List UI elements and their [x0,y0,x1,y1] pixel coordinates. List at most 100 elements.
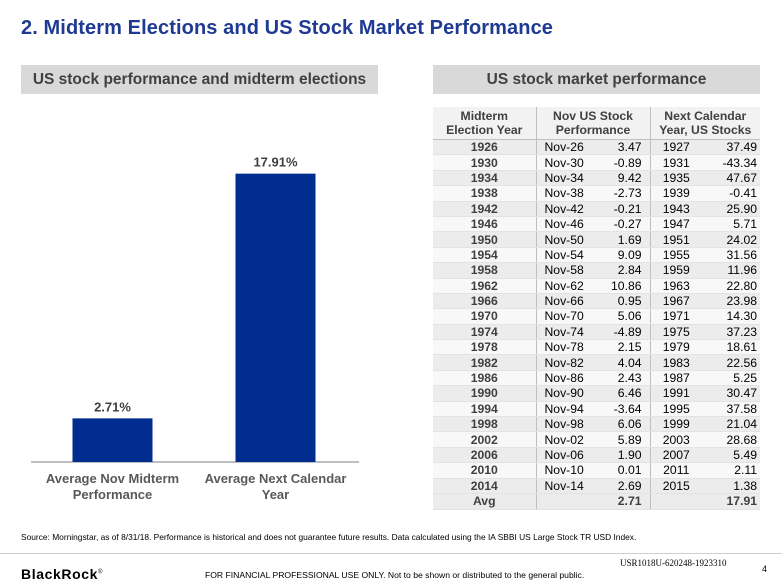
election-year-cell: 1986 [433,370,537,387]
next-year-return-cell: 47.67 [702,170,761,187]
next-year-return-cell: 31.56 [702,247,761,264]
next-year-cell: 1999 [650,416,703,433]
nov-month-cell: Nov-82 [536,354,606,371]
next-year-cell: 1991 [650,385,703,402]
nov-month-cell: Nov-10 [536,462,606,479]
avg-empty [536,492,606,510]
nov-performance-cell: -0.21 [606,201,651,217]
page-title: 2. Midterm Elections and US Stock Market… [21,17,554,39]
table-row: 1994 Nov-94 -3.64 1995 37.58 [433,401,761,418]
election-year-cell: 1990 [433,385,537,402]
election-year-cell: 1966 [433,293,537,310]
nov-month-cell: Nov-46 [536,216,606,233]
next-year-cell: 1931 [650,154,703,171]
next-year-cell: 1939 [650,185,703,202]
table-row: 1954 Nov-54 9.09 1955 31.56 [433,247,761,264]
table-row: 1926 Nov-26 3.47 1927 37.49 [433,139,761,156]
nov-performance-cell: 5.06 [606,308,651,325]
nov-month-cell: Nov-34 [536,170,606,187]
next-year-return-cell: 37.58 [702,401,761,418]
nov-performance-cell: 2.43 [606,370,651,387]
header-next-year: Next Calendar Year, US Stocks [650,107,761,140]
next-year-cell: 1935 [650,170,703,187]
election-year-cell: 1958 [433,262,537,279]
election-year-cell: 1970 [433,308,537,325]
nov-month-cell: Nov-26 [536,139,606,156]
nov-month-cell: Nov-66 [536,293,606,310]
next-year-cell: 1955 [650,247,703,264]
nov-performance-cell: 3.47 [606,139,651,156]
next-year-cell: 2007 [650,447,703,464]
table-header-row: Midterm Election Year Nov US Stock Perform… [433,107,761,140]
next-year-return-cell: 28.68 [702,431,761,448]
next-year-cell: 1959 [650,262,703,279]
table-row: 1990 Nov-90 6.46 1991 30.47 [433,385,761,402]
election-year-cell: 2010 [433,462,537,479]
table-row: 1958 Nov-58 2.84 1959 11.96 [433,262,761,279]
next-year-return-cell: 21.04 [702,416,761,433]
election-year-cell: 1978 [433,339,537,356]
next-year-return-cell: 18.61 [702,339,761,356]
table-row: 1970 Nov-70 5.06 1971 14.30 [433,308,761,325]
blackrock-logo: BlackRock® [21,566,104,582]
document-code: USR1018U-620248-1923310 [620,558,727,568]
next-year-cell: 1987 [650,370,703,387]
table-row: 2014 Nov-14 2.69 2015 1.38 [433,478,761,494]
avg-nov-performance: 2.71 [606,492,651,510]
next-year-cell: 1971 [650,308,703,325]
table-avg-row: Avg 2.71 17.91 [433,492,761,510]
next-year-return-cell: 30.47 [702,385,761,402]
table-row: 2002 Nov-02 5.89 2003 28.68 [433,431,761,448]
nov-month-cell: Nov-50 [536,231,606,248]
nov-month-cell: Nov-70 [536,308,606,325]
header-nov-performance: Nov US Stock Performance [536,107,651,140]
election-year-cell: 1946 [433,216,537,233]
table-row: 1942 Nov-42 -0.21 1943 25.90 [433,201,761,217]
next-year-return-cell: 5.25 [702,370,761,387]
category-label: Average Next Calendar [205,471,347,486]
page-number: 4 [762,564,768,574]
avg-next-year-return: 17.91 [702,492,761,510]
next-year-return-cell: -43.34 [702,154,761,171]
category-label: Average Nov Midterm [46,471,179,486]
nov-performance-cell: 4.04 [606,354,651,371]
next-year-cell: 2015 [650,478,703,494]
bar-value-label: 2.71% [94,399,131,414]
next-year-cell: 1963 [650,278,703,294]
election-year-cell: 1962 [433,278,537,294]
election-year-cell: 1974 [433,324,537,341]
bar-1 [235,173,316,463]
nov-month-cell: Nov-94 [536,401,606,418]
nov-month-cell: Nov-14 [536,478,606,494]
footer-disclaimer: FOR FINANCIAL PROFESSIONAL USE ONLY. Not… [205,570,585,580]
election-year-cell: 1994 [433,401,537,418]
category-label: Year [262,487,289,502]
nov-performance-cell: 1.69 [606,231,651,248]
nov-performance-cell: 6.46 [606,385,651,402]
avg-empty [650,492,703,510]
election-year-cell: 1934 [433,170,537,187]
nov-month-cell: Nov-42 [536,201,606,217]
table-panel-header: US stock market performance [433,65,760,94]
performance-table: Midterm Election Year Nov US Stock Perform… [433,107,761,510]
election-year-cell: 1954 [433,247,537,264]
nov-month-cell: Nov-30 [536,154,606,171]
election-year-cell: 1998 [433,416,537,433]
source-note: Source: Morningstar, as of 8/31/18. Perf… [21,532,637,542]
nov-performance-cell: 9.42 [606,170,651,187]
nov-performance-cell: 9.09 [606,247,651,264]
header-election-year: Midterm Election Year [433,107,537,140]
nov-performance-cell: 0.95 [606,293,651,310]
nov-performance-cell: 2.84 [606,262,651,279]
bar-value-label: 17.91% [253,155,298,170]
next-year-cell: 1995 [650,401,703,418]
nov-performance-cell: 2.15 [606,339,651,356]
next-year-return-cell: 5.49 [702,447,761,464]
election-year-cell: 2014 [433,478,537,494]
nov-performance-cell: -3.64 [606,401,651,418]
table-row: 1978 Nov-78 2.15 1979 18.61 [433,339,761,356]
nov-month-cell: Nov-78 [536,339,606,356]
table-row: 2006 Nov-06 1.90 2007 5.49 [433,447,761,464]
nov-month-cell: Nov-06 [536,447,606,464]
next-year-return-cell: 23.98 [702,293,761,310]
